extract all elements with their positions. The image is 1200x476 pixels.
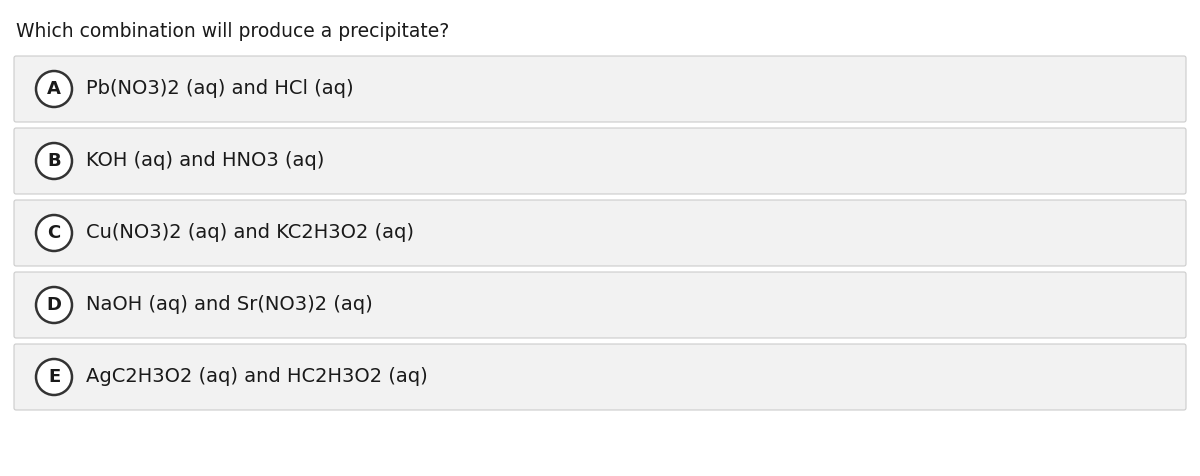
Ellipse shape bbox=[36, 143, 72, 179]
Text: D: D bbox=[47, 296, 61, 314]
Text: E: E bbox=[48, 368, 60, 386]
Text: A: A bbox=[47, 80, 61, 98]
FancyBboxPatch shape bbox=[14, 272, 1186, 338]
FancyBboxPatch shape bbox=[14, 56, 1186, 122]
Text: C: C bbox=[47, 224, 61, 242]
FancyBboxPatch shape bbox=[14, 344, 1186, 410]
FancyBboxPatch shape bbox=[14, 128, 1186, 194]
Text: KOH (aq) and HNO3 (aq): KOH (aq) and HNO3 (aq) bbox=[86, 151, 324, 170]
Ellipse shape bbox=[36, 71, 72, 107]
Text: Pb(NO3)2 (aq) and HCl (aq): Pb(NO3)2 (aq) and HCl (aq) bbox=[86, 79, 354, 99]
Ellipse shape bbox=[36, 287, 72, 323]
Text: Which combination will produce a precipitate?: Which combination will produce a precipi… bbox=[16, 22, 449, 41]
Text: NaOH (aq) and Sr(NO3)2 (aq): NaOH (aq) and Sr(NO3)2 (aq) bbox=[86, 296, 373, 315]
Text: AgC2H3O2 (aq) and HC2H3O2 (aq): AgC2H3O2 (aq) and HC2H3O2 (aq) bbox=[86, 367, 427, 387]
Ellipse shape bbox=[36, 215, 72, 251]
FancyBboxPatch shape bbox=[14, 200, 1186, 266]
Text: B: B bbox=[47, 152, 61, 170]
Ellipse shape bbox=[36, 359, 72, 395]
Text: Cu(NO3)2 (aq) and KC2H3O2 (aq): Cu(NO3)2 (aq) and KC2H3O2 (aq) bbox=[86, 224, 414, 242]
